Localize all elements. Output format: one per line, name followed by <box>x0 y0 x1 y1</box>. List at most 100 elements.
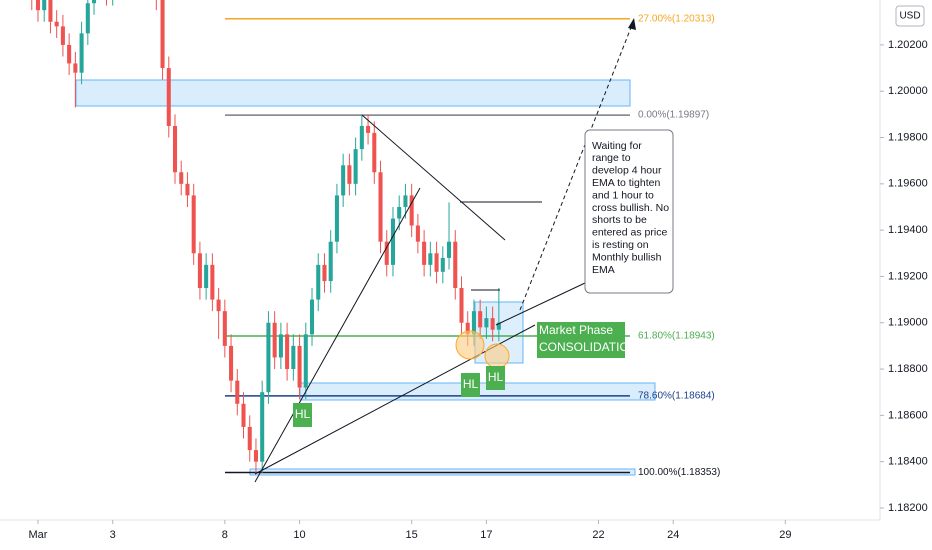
x-tick-label: 10 <box>293 529 305 541</box>
higher-low-circle <box>455 330 485 360</box>
candle-body <box>35 0 41 11</box>
candle-body <box>54 21 59 27</box>
candle-body <box>440 257 445 272</box>
note-line: range to <box>592 152 631 164</box>
candle-body <box>79 33 84 73</box>
candle-body <box>278 334 283 358</box>
note-line: and 1 hour to <box>592 189 654 201</box>
candle-body <box>453 241 458 289</box>
candle-body <box>478 311 483 328</box>
currency: USD <box>899 11 920 22</box>
note-line: develop 4 hour <box>592 165 662 177</box>
fib-group: 27.00%(1.20313) 0.00%(1.19897) 61.80%(1.18… <box>225 13 720 478</box>
candle-body <box>496 322 501 330</box>
fib-label: 27.00%(1.20313) <box>638 13 715 24</box>
y-tick-label: 1.18400 <box>888 456 928 468</box>
candles <box>31 0 501 474</box>
arrow-head <box>628 18 636 30</box>
candle-body <box>409 195 414 226</box>
note-line: EMA to tighten <box>592 177 660 189</box>
x-tick-label: Mar <box>29 529 48 541</box>
y-tick-label: 1.19600 <box>888 178 928 190</box>
candle-body <box>191 195 196 254</box>
candle-body <box>235 380 240 404</box>
candle-body <box>241 403 246 427</box>
candle-body <box>266 322 271 393</box>
candle-body <box>484 318 489 328</box>
candle-body <box>465 322 470 335</box>
candle-body <box>366 125 371 133</box>
note-line: entered as price <box>592 227 667 239</box>
candle-body <box>160 0 165 69</box>
y-tick-label: 1.19800 <box>888 131 928 143</box>
candle-body <box>229 345 234 381</box>
candle-body <box>403 195 408 207</box>
x-tick-label: 8 <box>222 529 228 541</box>
candle-body <box>48 0 53 22</box>
y-tick-label: 1.19400 <box>888 224 928 236</box>
candle-body <box>303 334 308 388</box>
y-tick-label: 1.18800 <box>888 363 928 375</box>
projection-arrow <box>519 24 633 311</box>
note-line: shorts to be <box>592 214 647 226</box>
candle-body <box>253 450 258 462</box>
note-line: is resting on <box>592 239 649 251</box>
y-tick-label: 1.19000 <box>888 317 928 329</box>
candle-body <box>322 264 327 282</box>
note-line: Monthly bullish <box>592 251 662 263</box>
candle-body <box>67 44 72 64</box>
y-tick-label: 1.20000 <box>888 85 928 97</box>
candle-body <box>285 334 290 370</box>
candle-body <box>92 0 97 4</box>
market-phase-label: Market Phase <box>539 323 613 337</box>
x-tick-label: 17 <box>480 529 492 541</box>
x-tick-label: 15 <box>406 529 418 541</box>
y-tick-label: 1.18200 <box>888 502 928 514</box>
candle-body <box>210 264 215 300</box>
note-box <box>584 129 674 294</box>
x-tick-label: 3 <box>110 529 116 541</box>
candle-body <box>197 253 202 289</box>
axes: 1.20200 1.20000 1.19800 1.19600 1.19400 1.192… <box>29 39 928 541</box>
candle-body <box>384 241 389 265</box>
y-tick-label: 1.20200 <box>888 39 928 51</box>
currency-box <box>895 5 925 27</box>
candle-body <box>272 322 277 358</box>
candle-body <box>73 63 78 73</box>
candle-body <box>309 299 315 335</box>
hl-label: HL <box>295 407 311 421</box>
candle-body <box>378 172 383 242</box>
candle-body <box>185 183 190 196</box>
candle-body <box>42 0 47 11</box>
candle-body <box>316 264 321 300</box>
candle-body <box>334 195 339 242</box>
candle-body <box>434 253 439 272</box>
higher-low-circle <box>484 343 510 369</box>
note-line: Waiting for <box>592 140 642 152</box>
candle-body <box>459 288 464 323</box>
x-tick-label: 29 <box>779 529 791 541</box>
candle-body <box>347 165 352 184</box>
hl-badge <box>293 403 312 427</box>
candle-body <box>390 218 396 265</box>
y-tick-label: 1.19200 <box>888 270 928 282</box>
candle-body <box>179 172 184 184</box>
market-phase-box <box>537 322 625 358</box>
x-tick-label: 24 <box>667 529 679 541</box>
candle-body <box>341 165 346 196</box>
candle-body <box>372 132 377 173</box>
hl-badge <box>486 366 505 390</box>
candle-body <box>353 149 358 184</box>
x-tick-label: 22 <box>592 529 604 541</box>
supply-zone <box>75 79 631 107</box>
hl-label: HL <box>463 377 479 391</box>
candle-body <box>247 426 252 451</box>
candle-body <box>166 68 171 126</box>
candle-body <box>222 311 227 346</box>
candle-body <box>471 311 476 335</box>
y-tick-label: 1.18600 <box>888 409 928 421</box>
fib-label: 100.00%(1.18353) <box>638 467 720 478</box>
candle-body <box>297 345 302 388</box>
